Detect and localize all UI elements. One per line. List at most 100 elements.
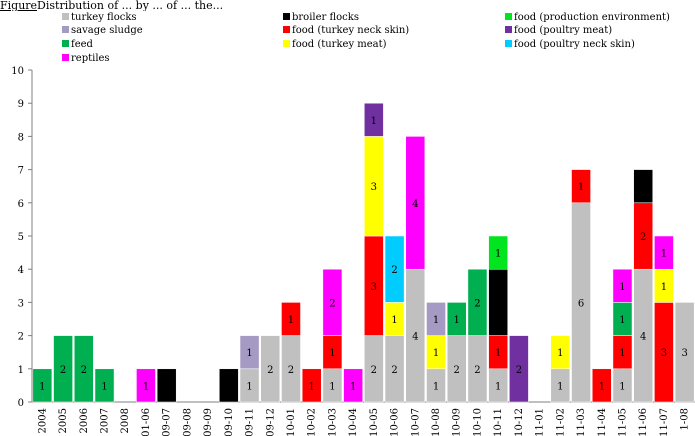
bar-segment-2010-05-food-poultry-meat bbox=[364, 102, 384, 137]
bar-segment-2011-05-reptiles bbox=[612, 268, 633, 303]
data-label-2011-03-food-turkey-neck-skin: 1 bbox=[578, 182, 584, 193]
data-label-2010-11-food-production-environment: 1 bbox=[495, 249, 501, 260]
bar-segment-2009-07-broiler-flocks bbox=[156, 368, 177, 403]
legend-label-turkey-flocks: turkey flocks bbox=[71, 12, 137, 23]
data-label-2011-02-turkey-flocks: 1 bbox=[557, 381, 563, 392]
data-label-2009-06-reptiles: 1 bbox=[143, 381, 149, 392]
x-tick-label-2010-02: 10-02 bbox=[307, 408, 318, 436]
bar-segment-2009-10-broiler-flocks bbox=[219, 368, 239, 403]
data-label-2007-feed: 1 bbox=[101, 381, 107, 392]
data-label-2010-09-turkey-flocks: 2 bbox=[454, 365, 460, 376]
bar-segment-2010-06-food-poultry-neck-skin bbox=[384, 235, 405, 303]
data-label-2011-02-food-turkey-meat: 1 bbox=[557, 348, 563, 359]
data-label-2010-09-feed: 1 bbox=[454, 315, 460, 326]
bar-segment-2010-10-feed bbox=[467, 268, 488, 336]
x-tick-label-2011-04: 11-04 bbox=[597, 408, 608, 436]
x-tick-label-2011-02: 11-02 bbox=[555, 408, 566, 436]
bar-segment-2010-12-food-poultry-meat bbox=[509, 335, 529, 403]
y-tick-label-9: 9 bbox=[18, 99, 24, 110]
data-label-2010-08-turkey-flocks: 1 bbox=[433, 381, 439, 392]
x-tick-label-2010-06: 10-06 bbox=[390, 408, 401, 436]
legend-swatch-food-poultry-neck-skin bbox=[505, 40, 512, 47]
bar-segment-2010-08-savage-sludge bbox=[426, 302, 446, 336]
bar-segment-2006-feed bbox=[74, 335, 94, 403]
data-label-2010-06-turkey-flocks: 2 bbox=[391, 365, 397, 376]
data-label-2011-03-turkey-flocks: 6 bbox=[578, 298, 584, 309]
bar-segment-2009-12-turkey-flocks bbox=[260, 335, 281, 403]
y-tick-label-3: 3 bbox=[18, 298, 24, 309]
legend-label-food-poultry-meat: food (poultry meat) bbox=[514, 25, 612, 36]
data-label-2011-06-broiler-flocks: 1 bbox=[640, 182, 646, 193]
data-label-2009-11-savage-sludge: 1 bbox=[246, 348, 252, 359]
x-tick-label-2011-08: 1-08 bbox=[680, 408, 691, 430]
bar-segment-2010-07-reptiles bbox=[405, 136, 426, 270]
data-label-2010-01-food-turkey-neck-skin: 1 bbox=[288, 315, 294, 326]
figure-caption: FigureDistribution of ... by ... of ... … bbox=[0, 0, 695, 11]
x-tick-label-2009-12: 09-12 bbox=[265, 408, 276, 436]
bar-segment-2009-11-savage-sludge bbox=[239, 335, 260, 370]
legend-swatch-broiler-flocks bbox=[283, 13, 290, 20]
data-label-2006-feed: 2 bbox=[81, 365, 87, 376]
data-label-2010-11-broiler-flocks: 2 bbox=[495, 298, 501, 309]
x-tick-label-2007: 2007 bbox=[100, 408, 111, 433]
x-tick-label-2009-10: 09-10 bbox=[224, 408, 235, 436]
data-label-2010-12-food-poultry-meat: 2 bbox=[516, 365, 522, 376]
x-tick-label-2008: 2008 bbox=[120, 408, 131, 433]
data-label-2009-07-broiler-flocks: 1 bbox=[163, 381, 169, 392]
x-tick-label-2010-07: 10-07 bbox=[410, 408, 421, 436]
data-label-2010-05-food-poultry-meat: 1 bbox=[371, 116, 377, 127]
data-label-2011-05-feed: 1 bbox=[619, 315, 625, 326]
data-label-2010-06-food-turkey-meat: 1 bbox=[391, 315, 397, 326]
data-label-2010-07-turkey-flocks: 4 bbox=[412, 332, 418, 343]
y-tick-label-0: 0 bbox=[18, 398, 24, 409]
y-tick-label-2: 2 bbox=[18, 332, 24, 343]
data-label-2010-04-reptiles: 1 bbox=[350, 381, 356, 392]
data-label-2011-08-turkey-flocks: 3 bbox=[681, 348, 687, 359]
x-tick-label-2009-07: 09-07 bbox=[162, 408, 173, 436]
x-tick-label-2011-01: 11-01 bbox=[535, 408, 546, 436]
y-tick-label-4: 4 bbox=[18, 265, 24, 276]
legend-swatch-turkey-flocks bbox=[62, 13, 69, 20]
x-tick-label-2010-12: 10-12 bbox=[514, 408, 525, 436]
x-tick-label-2010-11: 10-11 bbox=[493, 408, 504, 436]
x-tick-label-2010-05: 10-05 bbox=[369, 408, 380, 436]
data-label-2010-11-food-turkey-neck-skin: 1 bbox=[495, 348, 501, 359]
legend-label-food-production-environment: food (production environment) bbox=[514, 12, 670, 23]
x-tick-label-2010-01: 10-01 bbox=[286, 408, 297, 436]
data-label-2011-07-food-turkey-neck-skin: 3 bbox=[661, 348, 667, 359]
x-tick-label-2010-08: 10-08 bbox=[431, 408, 442, 436]
data-label-2010-08-food-turkey-meat: 1 bbox=[433, 348, 439, 359]
legend-label-broiler-flocks: broiler flocks bbox=[292, 12, 359, 23]
data-label-2009-11-turkey-flocks: 1 bbox=[246, 381, 252, 392]
data-label-2009-10-broiler-flocks: 1 bbox=[226, 381, 232, 392]
data-label-2011-05-food-turkey-neck-skin: 1 bbox=[619, 348, 625, 359]
bar-segment-2010-11-food-production-environment bbox=[488, 235, 508, 270]
legend-label-savage-sludge: savage sludge bbox=[71, 25, 143, 36]
x-tick-label-2005: 2005 bbox=[58, 408, 69, 433]
data-label-2011-07-reptiles: 1 bbox=[661, 249, 667, 260]
x-tick-label-2010-09: 10-09 bbox=[452, 408, 463, 436]
y-tick-label-6: 6 bbox=[18, 199, 24, 210]
data-label-2011-04-food-turkey-neck-skin: 1 bbox=[599, 381, 605, 392]
data-label-2009-12-turkey-flocks: 2 bbox=[267, 365, 273, 376]
bar-segment-2010-03-reptiles bbox=[322, 268, 343, 336]
legend-swatch-food-production-environment bbox=[505, 13, 512, 20]
x-tick-label-2011-03: 11-03 bbox=[576, 408, 587, 436]
data-label-2010-03-turkey-flocks: 1 bbox=[329, 381, 335, 392]
legend-swatch-feed bbox=[62, 40, 69, 47]
data-label-2010-10-turkey-flocks: 2 bbox=[474, 365, 480, 376]
y-tick-label-1: 1 bbox=[18, 365, 24, 376]
data-label-2010-07-reptiles: 4 bbox=[412, 199, 418, 210]
legend-label-food-turkey-meat: food (turkey meat) bbox=[292, 39, 387, 50]
bar-segment-2011-06-broiler-flocks bbox=[633, 169, 653, 204]
data-label-2004-feed: 1 bbox=[39, 381, 45, 392]
legend-label-food-poultry-neck-skin: food (poultry neck skin) bbox=[514, 39, 635, 50]
legend-label-reptiles: reptiles bbox=[71, 53, 110, 64]
data-label-2011-05-turkey-flocks: 1 bbox=[619, 381, 625, 392]
data-label-2010-06-food-poultry-neck-skin: 2 bbox=[391, 265, 397, 276]
data-label-2011-05-reptiles: 1 bbox=[619, 282, 625, 293]
y-tick-label-7: 7 bbox=[18, 166, 24, 177]
x-tick-label-2011-07: 11-07 bbox=[659, 408, 670, 436]
data-label-2010-02-food-turkey-neck-skin: 1 bbox=[309, 381, 315, 392]
